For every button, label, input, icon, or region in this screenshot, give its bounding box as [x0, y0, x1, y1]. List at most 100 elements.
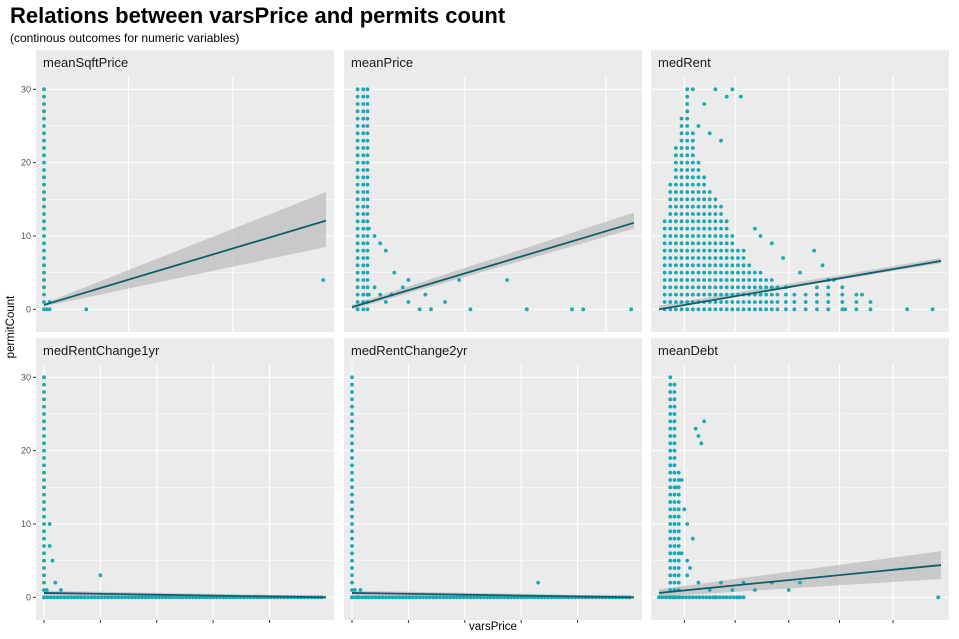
data-point — [458, 595, 463, 600]
data-point — [696, 226, 701, 231]
data-point — [860, 292, 864, 297]
data-point — [679, 219, 684, 224]
trend-line — [658, 260, 942, 311]
data-point — [930, 307, 935, 312]
data-point — [478, 595, 483, 600]
data-point — [423, 292, 428, 297]
data-point — [361, 226, 366, 231]
data-point — [42, 390, 46, 394]
data-point — [674, 256, 678, 260]
data-point — [668, 544, 673, 548]
data-point — [674, 226, 678, 231]
data-point — [685, 146, 690, 150]
data-point — [42, 153, 46, 158]
data-point — [696, 204, 701, 209]
data-point — [42, 478, 46, 482]
data-point — [685, 138, 690, 143]
data-point — [724, 241, 729, 246]
data-point — [361, 94, 366, 99]
data-point — [741, 248, 746, 253]
data-point — [174, 595, 178, 600]
data-point — [672, 507, 677, 512]
data-point — [674, 197, 678, 202]
data-point — [674, 285, 678, 290]
data-point — [702, 190, 707, 194]
data-point — [672, 536, 677, 541]
data-point — [724, 307, 729, 312]
data-point — [674, 300, 678, 304]
trend-line — [43, 219, 327, 306]
data-point — [355, 168, 360, 172]
data-point — [672, 558, 677, 563]
data-point — [820, 263, 825, 268]
data-point — [719, 580, 723, 585]
data-point — [707, 256, 712, 260]
data-point — [679, 146, 684, 150]
data-point — [672, 566, 677, 570]
data-point — [702, 278, 707, 282]
data-point — [690, 182, 695, 187]
data-point — [367, 292, 371, 297]
data-point — [685, 87, 690, 92]
data-point — [736, 595, 740, 600]
data-point — [696, 248, 701, 253]
data-point — [672, 390, 677, 394]
data-point — [352, 588, 357, 592]
data-point — [682, 507, 687, 512]
data-point — [365, 182, 370, 187]
facet-label: medRentChange2yr — [351, 343, 468, 358]
data-point — [672, 573, 677, 578]
data-point — [679, 307, 684, 312]
data-point — [679, 248, 684, 253]
data-point — [674, 234, 678, 238]
data-point — [741, 595, 746, 600]
data-point — [752, 270, 757, 275]
data-point — [471, 595, 476, 600]
data-point — [364, 595, 368, 600]
data-point — [674, 190, 678, 194]
data-point — [696, 256, 701, 260]
data-point — [42, 485, 46, 490]
data-point — [764, 307, 769, 312]
data-point — [674, 182, 678, 187]
data-point — [42, 197, 46, 202]
data-point — [355, 190, 360, 194]
data-point — [365, 197, 370, 202]
y-tick-label: 10 — [21, 231, 31, 241]
data-point — [42, 131, 46, 136]
data-point — [702, 270, 707, 275]
data-point — [693, 426, 698, 431]
x-axis-title: varsPrice — [469, 621, 517, 633]
data-point — [365, 87, 370, 92]
data-point — [775, 292, 780, 297]
data-point — [361, 102, 366, 106]
data-point — [843, 307, 848, 312]
data-point — [524, 307, 529, 312]
data-point — [350, 485, 354, 490]
data-point — [367, 226, 371, 231]
data-point — [84, 307, 89, 312]
data-point — [685, 522, 690, 526]
data-point — [42, 551, 46, 556]
data-point — [350, 426, 354, 431]
data-point — [361, 109, 366, 114]
data-point — [672, 522, 677, 526]
data-point — [679, 153, 684, 158]
data-point — [781, 256, 785, 260]
data-point — [736, 307, 740, 312]
data-point — [448, 595, 453, 600]
data-point — [713, 278, 718, 282]
data-point — [668, 278, 673, 282]
data-point — [361, 175, 366, 180]
data-point — [42, 470, 46, 475]
data-point — [713, 263, 718, 268]
data-point — [123, 595, 128, 600]
data-point — [685, 256, 690, 260]
data-point — [724, 292, 729, 297]
data-point — [42, 558, 46, 563]
data-point — [668, 434, 673, 438]
data-point — [672, 514, 677, 519]
data-point — [668, 485, 673, 490]
data-point — [42, 300, 46, 304]
data-point — [361, 146, 366, 150]
